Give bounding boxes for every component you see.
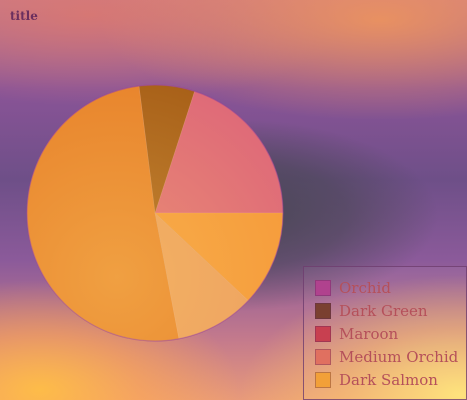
legend-item-medium-orchid: Medium Orchid bbox=[315, 347, 458, 367]
legend-label: Orchid bbox=[339, 279, 391, 297]
chart-title: title bbox=[10, 9, 38, 23]
legend: Orchid Dark Green Maroon Medium Orchid D… bbox=[303, 266, 467, 400]
legend-swatch bbox=[315, 326, 331, 342]
legend-swatch bbox=[315, 372, 331, 388]
pie-slices bbox=[26, 84, 284, 342]
legend-item-dark-salmon: Dark Salmon bbox=[315, 370, 438, 390]
legend-swatch bbox=[315, 349, 331, 365]
legend-label: Maroon bbox=[339, 325, 399, 343]
legend-label: Dark Salmon bbox=[339, 371, 438, 389]
legend-item-orchid: Orchid bbox=[315, 278, 391, 298]
legend-label: Dark Green bbox=[339, 302, 428, 320]
legend-swatch bbox=[315, 303, 331, 319]
legend-item-dark-green: Dark Green bbox=[315, 301, 428, 321]
legend-item-maroon: Maroon bbox=[315, 324, 398, 344]
legend-swatch bbox=[315, 280, 331, 296]
legend-label: Medium Orchid bbox=[339, 348, 459, 366]
